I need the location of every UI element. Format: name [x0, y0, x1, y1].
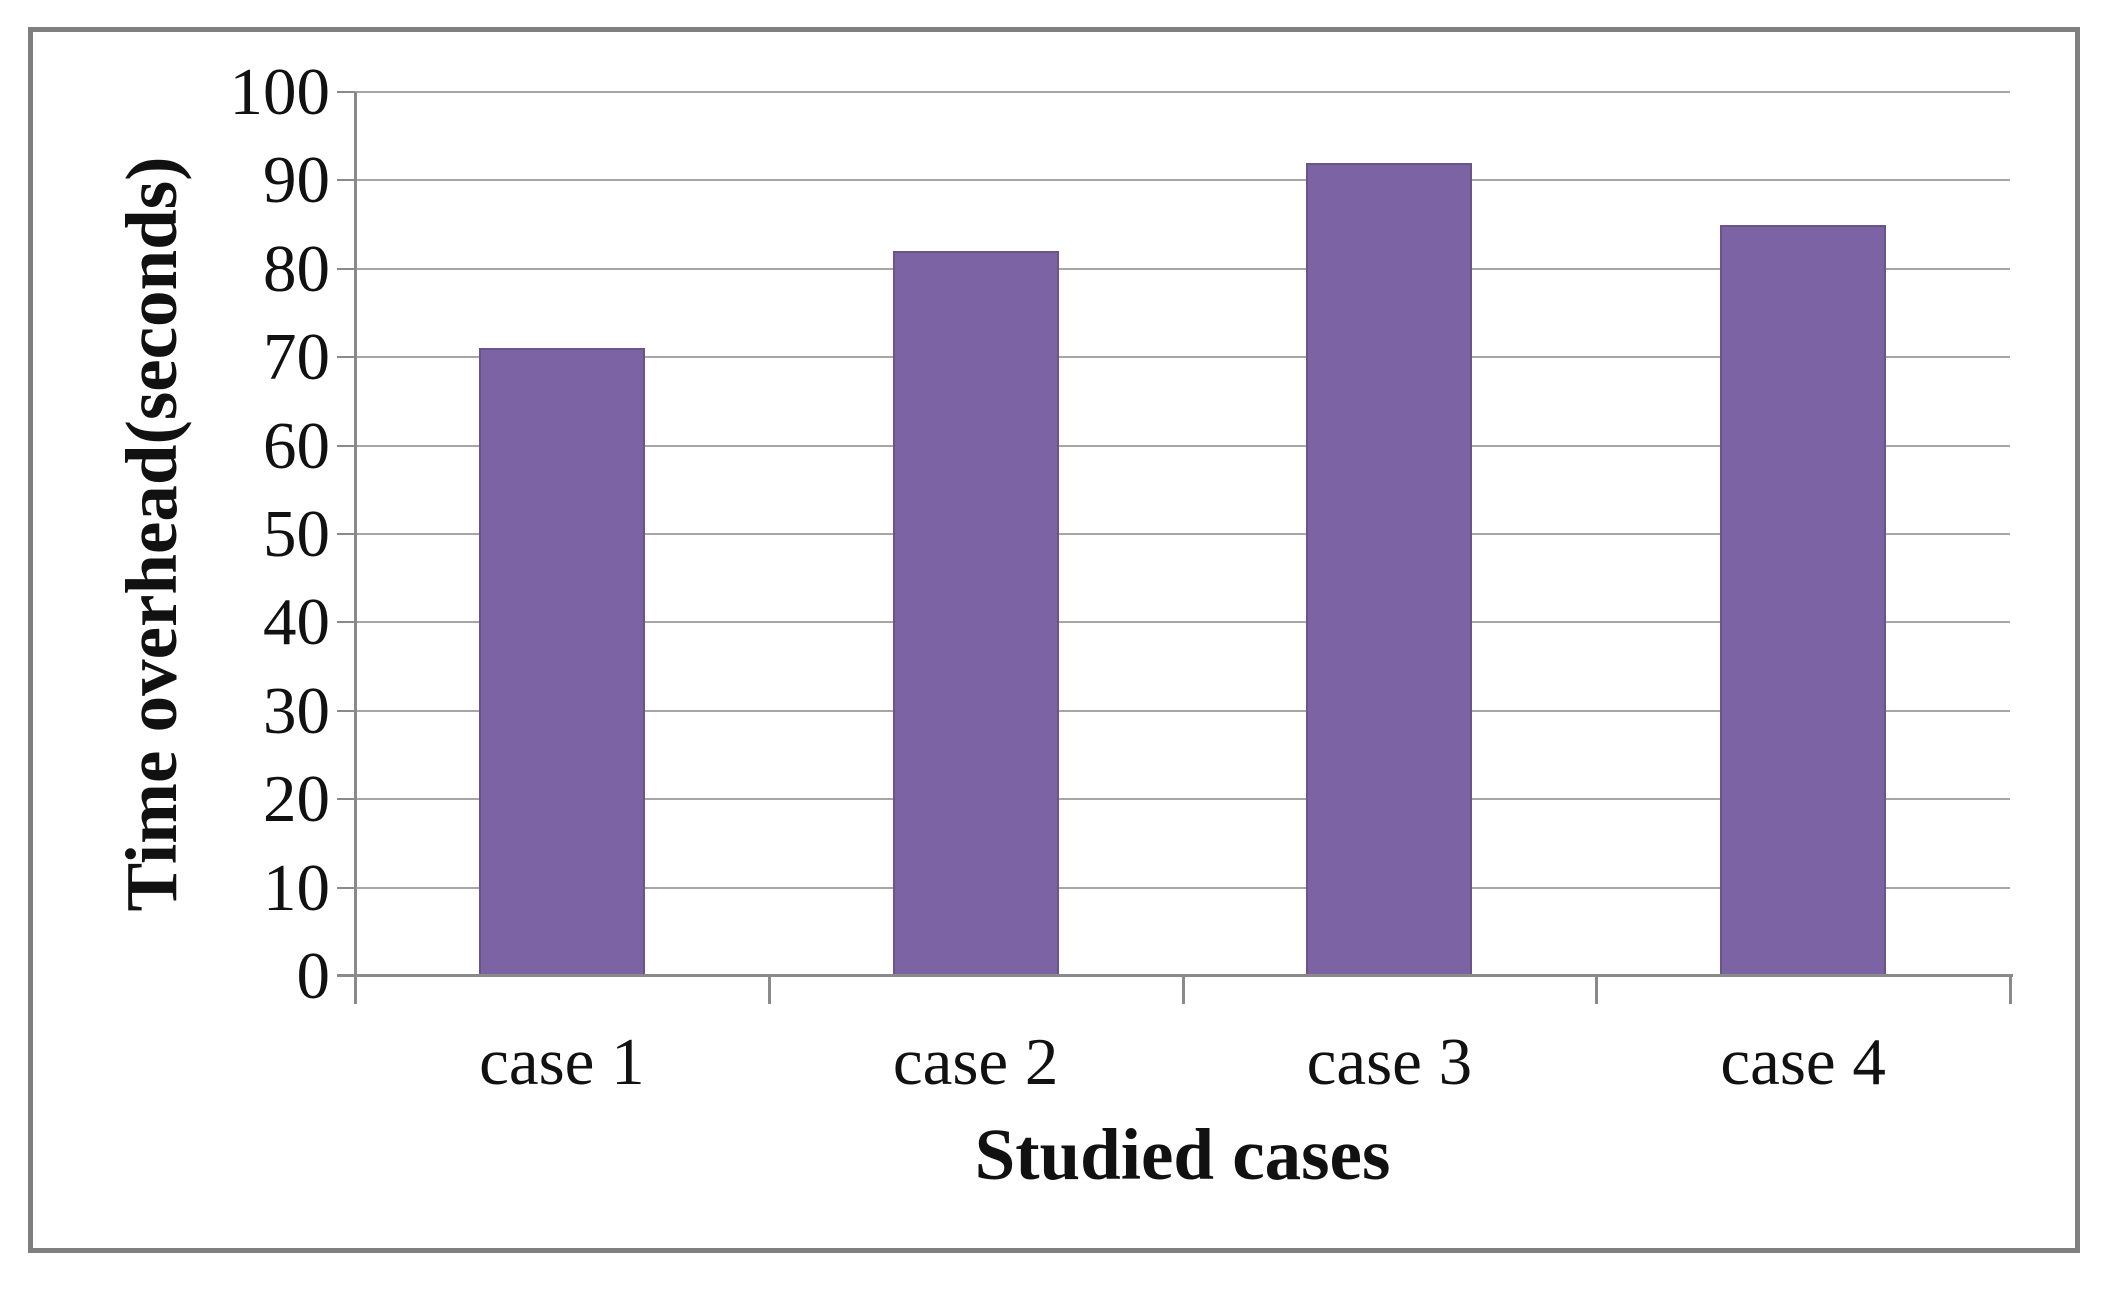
y-tick-mark-50	[337, 533, 355, 535]
y-tick-mark-30	[337, 709, 355, 712]
gridline-y-50	[355, 533, 2010, 535]
y-tick-mark-80	[337, 267, 355, 270]
y-tick-mark-10	[337, 886, 355, 889]
x-tick-mark-2	[1181, 977, 1185, 1004]
x-tick-label-case-3: case 3	[1306, 1025, 1473, 1099]
x-tick-mark-4	[2009, 977, 2012, 1004]
y-tick-mark-100	[337, 91, 355, 93]
y-tick-label-40: 40	[263, 585, 330, 660]
x-tick-label-case-4: case 4	[1720, 1025, 1886, 1099]
y-tick-label-60: 60	[263, 408, 330, 483]
gridline-y-90	[355, 179, 2010, 182]
bar-case-3	[1306, 162, 1473, 976]
bar-case-4	[1720, 224, 1887, 976]
y-tick-mark-0	[337, 975, 355, 977]
y-tick-label-10: 10	[263, 850, 330, 925]
x-tick-label-case-1: case 1	[479, 1025, 645, 1099]
y-tick-mark-40	[337, 621, 355, 624]
gridline-y-70	[355, 356, 2010, 359]
y-tick-label-20: 20	[263, 762, 330, 837]
gridline-y-30	[355, 709, 2010, 712]
x-tick-mark-1	[767, 977, 771, 1004]
y-tick-label-90: 90	[263, 143, 330, 218]
y-axis-line	[354, 92, 357, 991]
x-tick-mark-0	[354, 977, 357, 1004]
x-axis-line	[337, 974, 2013, 977]
y-tick-label-80: 80	[263, 231, 330, 306]
x-tick-label-case-2: case 2	[892, 1025, 1059, 1099]
x-tick-mark-3	[1595, 977, 1599, 1004]
gridline-y-20	[355, 798, 2010, 801]
y-tick-mark-20	[337, 798, 355, 801]
gridline-y-40	[355, 621, 2010, 624]
y-tick-mark-60	[337, 444, 355, 447]
bar-case-1	[478, 348, 645, 976]
x-axis-title: Studied cases	[974, 1114, 1391, 1195]
y-tick-label-70: 70	[263, 320, 330, 395]
gridline-y-60	[355, 444, 2010, 447]
y-tick-label-50: 50	[263, 497, 330, 571]
y-tick-label-30: 30	[263, 673, 330, 748]
gridline-y-10	[355, 886, 2010, 889]
gridline-y-80	[355, 267, 2010, 270]
plot-area	[355, 91, 2010, 976]
y-tick-label-100: 100	[229, 55, 331, 129]
y-tick-mark-90	[337, 179, 355, 182]
y-tick-label-0: 0	[296, 939, 331, 1013]
gridline-y-100	[355, 91, 2010, 93]
y-tick-mark-70	[337, 356, 355, 359]
bar-case-2	[892, 251, 1059, 976]
